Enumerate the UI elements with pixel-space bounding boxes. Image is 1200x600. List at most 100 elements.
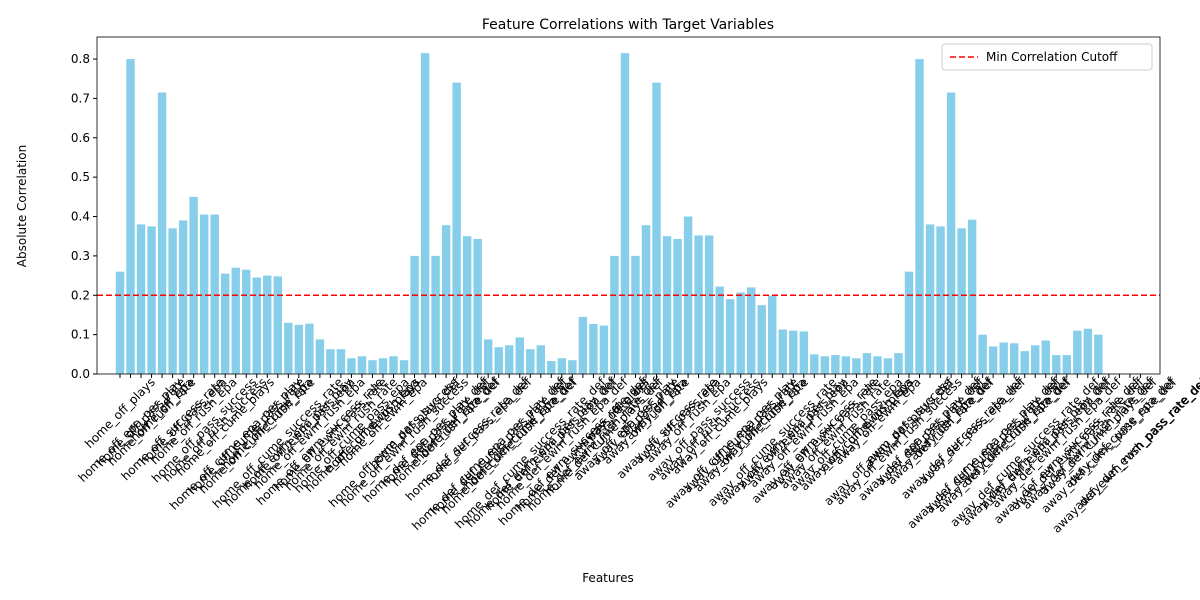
- bar: [1031, 345, 1040, 374]
- bar: [810, 354, 819, 374]
- legend-box: [941, 43, 1153, 71]
- bar: [210, 214, 219, 374]
- bar: [1094, 334, 1103, 374]
- bar: [894, 353, 903, 374]
- bar: [620, 53, 630, 374]
- bar: [368, 360, 377, 374]
- bar: [999, 342, 1008, 374]
- bar: [1041, 340, 1050, 374]
- bar: [347, 358, 356, 374]
- bar: [957, 228, 966, 374]
- bar: [326, 349, 335, 374]
- bar: [557, 358, 567, 374]
- y-tick-label: 0.2: [71, 288, 90, 302]
- bar: [505, 345, 514, 374]
- bar: [168, 228, 177, 374]
- y-tick-label: 0.0: [71, 367, 90, 381]
- bar: [568, 360, 577, 374]
- bar: [399, 360, 409, 374]
- plot-frame: [96, 36, 1161, 375]
- bar: [736, 292, 745, 374]
- bar: [652, 82, 661, 375]
- bar: [852, 358, 861, 374]
- bar: [305, 323, 314, 374]
- bar: [831, 355, 840, 374]
- bar: [136, 224, 146, 374]
- bar: [410, 255, 419, 374]
- bar: [746, 287, 756, 374]
- bar: [231, 267, 240, 374]
- bar: [252, 277, 261, 374]
- y-tick-label: 0.5: [71, 170, 90, 184]
- bar: [536, 345, 546, 374]
- bar: [1073, 330, 1082, 374]
- bar: [315, 339, 325, 374]
- bar: [1052, 355, 1061, 374]
- chart-title: Feature Correlations with Target Variabl…: [482, 17, 774, 33]
- bar: [662, 236, 672, 374]
- bar: [526, 349, 535, 374]
- bar: [336, 349, 346, 374]
- bar: [610, 255, 619, 374]
- bar: [115, 271, 125, 374]
- bar: [462, 236, 472, 374]
- bar: [431, 255, 440, 374]
- bar: [147, 226, 156, 374]
- bar: [473, 238, 482, 374]
- bar: [683, 216, 693, 374]
- bar: [1062, 355, 1072, 374]
- bar: [441, 225, 451, 374]
- bar: [915, 59, 924, 375]
- bar: [273, 276, 283, 374]
- bar: [547, 361, 556, 374]
- bar: [978, 334, 987, 374]
- bar: [862, 353, 872, 374]
- bar: [515, 337, 524, 374]
- bar: [126, 59, 135, 375]
- bar: [715, 286, 724, 374]
- bar: [494, 347, 503, 374]
- bar: [578, 316, 588, 374]
- bar: [946, 92, 956, 375]
- bar: [778, 329, 787, 374]
- bar: [768, 296, 777, 374]
- bar: [483, 339, 493, 374]
- y-tick-label: 0.3: [71, 249, 90, 263]
- bar: [820, 356, 830, 374]
- bar: [967, 219, 977, 374]
- bar: [1020, 351, 1029, 374]
- bar: [1083, 328, 1093, 374]
- bar: [673, 238, 682, 374]
- bar: [420, 53, 430, 374]
- bar: [757, 305, 766, 374]
- bar: [883, 358, 893, 374]
- bar: [220, 273, 230, 374]
- bar: [873, 356, 882, 374]
- bar: [988, 346, 998, 374]
- bar: [284, 322, 293, 374]
- bar: [789, 330, 798, 374]
- y-tick-label: 0.7: [71, 91, 90, 105]
- x-axis-label: Features: [582, 571, 634, 585]
- bar: [378, 358, 388, 374]
- bar: [904, 271, 914, 374]
- bar: [704, 235, 714, 374]
- y-axis-label: Absolute Correlation: [15, 145, 29, 267]
- bar: [157, 92, 167, 375]
- y-tick-label: 0.1: [71, 328, 90, 342]
- bar: [694, 235, 703, 374]
- y-tick-label: 0.6: [71, 131, 90, 145]
- bar: [189, 196, 198, 374]
- bar: [199, 214, 209, 374]
- y-tick-label: 0.4: [71, 210, 90, 224]
- bar: [263, 275, 272, 374]
- bar: [1009, 343, 1019, 374]
- bar: [799, 331, 809, 374]
- bar: [294, 324, 304, 374]
- bar: [599, 325, 609, 374]
- bar: [936, 226, 945, 374]
- bar: [725, 299, 735, 374]
- bar: [178, 220, 188, 374]
- bar: [389, 356, 398, 374]
